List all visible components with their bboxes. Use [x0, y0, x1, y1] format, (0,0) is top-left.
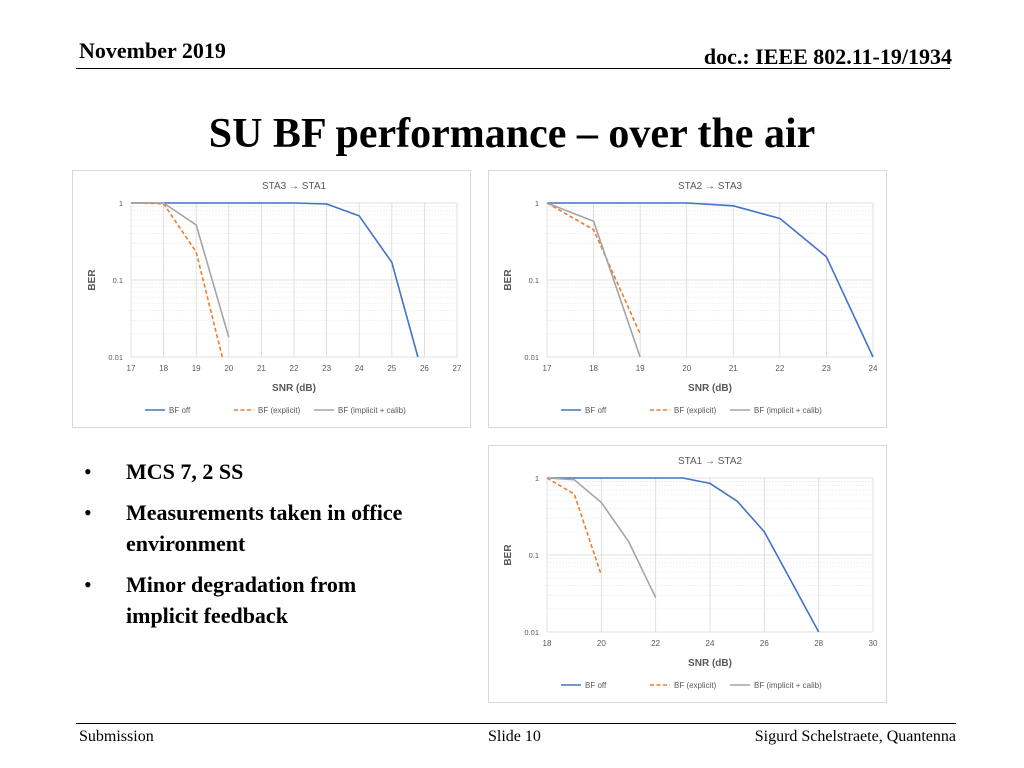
y-tick-label: 0.1 [113, 276, 123, 285]
series-bf-implicit [546, 202, 641, 358]
y-axis-label: BER [503, 269, 514, 291]
legend-label: BF (implicit + calib) [754, 406, 822, 415]
series-bf-explicit [546, 202, 641, 335]
bullet-item: • MCS 7, 2 SS [84, 459, 244, 484]
x-tick-label: 22 [775, 364, 784, 373]
legend-label: BF off [169, 406, 191, 415]
chart-sta3-sta1-svg: STA3 → STA1 1 0.1 0.01 17 18 19 20 21 22 23 24 25 26 2… [87, 181, 462, 415]
x-tick-label: 19 [636, 364, 645, 373]
chart-title: STA2 → STA3 [678, 181, 743, 192]
footer-author: Sigurd Schelstraete, Quantenna [754, 728, 956, 745]
chart-sta2-sta3-svg: STA2 → STA3 1 0.1 0.01 17 18 19 20 21 22 23 24 SNR (… [503, 181, 878, 415]
x-axis-label: SNR (dB) [272, 383, 316, 394]
header-doc-id: doc.: IEEE 802.11-19/1934 [703, 44, 952, 69]
x-tick-label: 17 [127, 364, 136, 373]
x-tick-label: 19 [192, 364, 201, 373]
y-tick-label: 0.1 [529, 551, 539, 560]
y-tick-label: 1 [535, 474, 539, 483]
legend-label: BF (explicit) [674, 681, 717, 690]
x-tick-label: 18 [589, 364, 598, 373]
legend-label: BF (explicit) [674, 406, 717, 415]
y-tick-label: 1 [535, 199, 539, 208]
chart-sta1-sta2-svg: STA1 → STA2 1 0.1 0.01 18 20 22 24 26 28 30 SNR (dB… [503, 456, 878, 690]
y-axis-label: BER [503, 544, 514, 566]
series-bf-off [547, 477, 820, 633]
y-tick-label: 1 [119, 199, 123, 208]
x-tick-label: 23 [822, 364, 831, 373]
chart-title: STA3 → STA1 [262, 181, 327, 192]
y-tick-label: 0.01 [524, 628, 539, 637]
x-tick-label: 20 [597, 639, 606, 648]
bullet-text: MCS 7, 2 SS [126, 459, 244, 484]
x-tick-label: 22 [651, 639, 660, 648]
x-tick-label: 18 [159, 364, 168, 373]
x-tick-label: 26 [420, 364, 429, 373]
x-tick-label: 20 [682, 364, 691, 373]
bullet-list: • MCS 7, 2 SS • Measurements taken in offi… [84, 456, 424, 641]
x-tick-label: 24 [355, 364, 364, 373]
y-tick-label: 0.01 [108, 353, 123, 362]
footer-slide-number: Slide 10 [488, 728, 541, 745]
bullet-text: Measurements taken in office environment [126, 500, 403, 556]
header-rule [76, 68, 950, 69]
bullet-item: • Measurements taken in office environmen… [84, 500, 403, 556]
y-tick-label: 0.01 [524, 353, 539, 362]
legend-label: BF off [585, 681, 607, 690]
series-bf-off [547, 202, 874, 358]
chart-sta3-sta1: STA3 → STA1 1 0.1 0.01 17 18 19 20 21 22 23 24 25 26 2… [72, 170, 471, 428]
legend-label: BF (implicit + calib) [338, 406, 406, 415]
x-tick-label: 27 [453, 364, 462, 373]
x-tick-label: 25 [387, 364, 396, 373]
footer-submission: Submission [79, 728, 154, 745]
series-bf-implicit [131, 202, 230, 338]
x-tick-label: 24 [706, 639, 715, 648]
x-tick-label: 22 [290, 364, 299, 373]
x-tick-label: 24 [869, 364, 878, 373]
x-tick-label: 18 [543, 639, 552, 648]
series-bf-off [131, 202, 419, 358]
x-axis-label: SNR (dB) [688, 383, 732, 394]
y-tick-label: 0.1 [529, 276, 539, 285]
bullet-item: • Minor degradation from implicit feedbac… [84, 572, 357, 628]
y-axis-label: BER [87, 269, 98, 291]
legend-label: BF off [585, 406, 607, 415]
x-tick-label: 23 [322, 364, 331, 373]
x-axis-label: SNR (dB) [688, 658, 732, 669]
legend-label: BF (explicit) [258, 406, 301, 415]
x-tick-label: 21 [729, 364, 738, 373]
x-tick-label: 17 [543, 364, 552, 373]
x-tick-label: 28 [814, 639, 823, 648]
x-tick-label: 30 [869, 639, 878, 648]
bullet-text: Minor degradation from implicit feedback [126, 572, 357, 628]
x-tick-label: 21 [257, 364, 266, 373]
x-tick-label: 26 [760, 639, 769, 648]
series-bf-explicit [546, 477, 603, 576]
chart-sta1-sta2: STA1 → STA2 1 0.1 0.01 18 20 22 24 26 28 30 SNR (dB… [488, 445, 887, 703]
chart-title: STA1 → STA2 [678, 456, 743, 467]
header-date: November 2019 [79, 38, 226, 63]
legend-label: BF (implicit + calib) [754, 681, 822, 690]
x-tick-label: 20 [224, 364, 233, 373]
slide-title: SU BF performance – over the air [208, 111, 816, 157]
series-bf-implicit [546, 477, 657, 598]
footer-rule [76, 723, 956, 724]
chart-sta2-sta3: STA2 → STA3 1 0.1 0.01 17 18 19 20 21 22 23 24 SNR (… [488, 170, 887, 428]
